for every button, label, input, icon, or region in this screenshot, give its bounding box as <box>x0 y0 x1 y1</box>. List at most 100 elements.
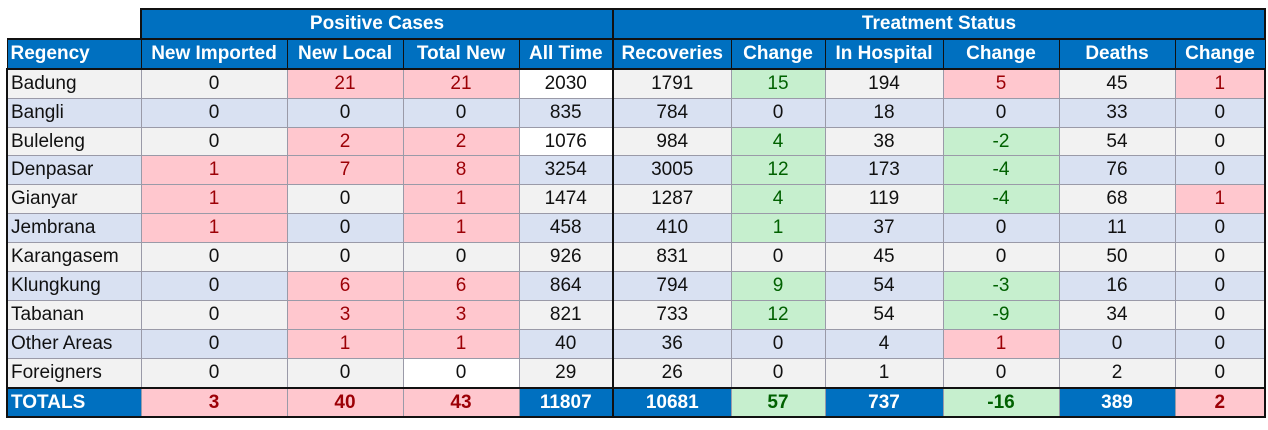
cell-all-time: 11807 <box>518 386 614 419</box>
cell-in-hospital: 54 <box>824 271 944 301</box>
cell-new-local: 0 <box>286 213 404 244</box>
col-header-recoveries: Recoveries <box>612 38 732 70</box>
col-header-new-local: New Local <box>286 38 404 70</box>
cell-recoveries: 794 <box>612 271 732 301</box>
cell-hospital-change: -4 <box>942 155 1060 186</box>
cell-in-hospital: 173 <box>824 155 944 186</box>
cell-new-local: 3 <box>286 299 404 330</box>
regency-name: Karangasem <box>6 242 142 273</box>
cell-deaths-change: 0 <box>1174 97 1266 128</box>
cell-recoveries-change: 4 <box>730 184 826 215</box>
cell-deaths-change: 0 <box>1174 299 1266 330</box>
cell-deaths-change: 0 <box>1174 357 1266 389</box>
cell-recoveries: 410 <box>612 213 732 244</box>
totals-label: TOTALS <box>6 386 142 419</box>
cell-in-hospital: 4 <box>824 328 944 359</box>
column-header-row: Regency New Imported New Local Total New… <box>6 38 1266 70</box>
cell-new-imported: 0 <box>140 242 288 273</box>
cell-total-new: 8 <box>402 155 520 186</box>
cell-total-new: 2 <box>402 126 520 157</box>
cell-deaths: 45 <box>1058 68 1176 99</box>
group-header-positive-cases: Positive Cases <box>140 8 614 40</box>
covid-stats-table: Positive Cases Treatment Status Regency … <box>6 8 1266 419</box>
cell-all-time: 3254 <box>518 155 614 186</box>
regency-name: Foreigners <box>6 357 142 389</box>
cell-recoveries-change: 0 <box>730 328 826 359</box>
cell-all-time: 1474 <box>518 184 614 215</box>
cell-in-hospital: 119 <box>824 184 944 215</box>
cell-new-imported: 0 <box>140 271 288 301</box>
cell-recoveries: 36 <box>612 328 732 359</box>
cell-in-hospital: 45 <box>824 242 944 273</box>
col-header-regency: Regency <box>6 38 142 70</box>
cell-all-time: 1076 <box>518 126 614 157</box>
cell-all-time: 29 <box>518 357 614 389</box>
cell-recoveries-change: 0 <box>730 97 826 128</box>
regency-name: Jembrana <box>6 213 142 244</box>
cell-recoveries-change: 15 <box>730 68 826 99</box>
regency-name: Other Areas <box>6 328 142 359</box>
cell-in-hospital: 54 <box>824 299 944 330</box>
cell-hospital-change: -9 <box>942 299 1060 330</box>
cell-deaths-change: 0 <box>1174 328 1266 359</box>
cell-all-time: 40 <box>518 328 614 359</box>
table-row: Jembrana 1 0 1 458 410 1 37 0 11 0 <box>6 213 1266 244</box>
cell-recoveries: 784 <box>612 97 732 128</box>
cell-deaths: 34 <box>1058 299 1176 330</box>
cell-deaths-change: 1 <box>1174 184 1266 215</box>
col-header-recoveries-change: Change <box>730 38 826 70</box>
cell-recoveries: 3005 <box>612 155 732 186</box>
cell-deaths-change: 0 <box>1174 271 1266 301</box>
cell-all-time: 926 <box>518 242 614 273</box>
cell-deaths-change: 0 <box>1174 213 1266 244</box>
col-header-hospital-change: Change <box>942 38 1060 70</box>
cell-new-imported: 1 <box>140 155 288 186</box>
cell-total-new: 0 <box>402 242 520 273</box>
cell-new-imported: 0 <box>140 126 288 157</box>
cell-deaths-change: 0 <box>1174 155 1266 186</box>
cell-new-local: 1 <box>286 328 404 359</box>
cell-new-local: 0 <box>286 184 404 215</box>
cell-new-local: 0 <box>286 242 404 273</box>
regency-name: Klungkung <box>6 271 142 301</box>
cell-deaths: 11 <box>1058 213 1176 244</box>
col-header-deaths-change: Change <box>1174 38 1266 70</box>
cell-recoveries-change: 4 <box>730 126 826 157</box>
cell-recoveries-change: 12 <box>730 299 826 330</box>
cell-total-new: 1 <box>402 184 520 215</box>
cell-new-imported: 3 <box>140 386 288 419</box>
group-header-row: Positive Cases Treatment Status <box>7 8 1266 40</box>
cell-recoveries: 733 <box>612 299 732 330</box>
table-row: Klungkung 0 6 6 864 794 9 54 -3 16 0 <box>6 271 1266 301</box>
cell-new-imported: 0 <box>140 299 288 330</box>
table-row: Gianyar 1 0 1 1474 1287 4 119 -4 68 1 <box>6 184 1266 215</box>
cell-recoveries-change: 0 <box>730 357 826 389</box>
col-header-in-hospital: In Hospital <box>824 38 944 70</box>
regency-name: Tabanan <box>6 299 142 330</box>
cell-deaths: 389 <box>1058 386 1176 419</box>
cell-recoveries-change: 1 <box>730 213 826 244</box>
cell-deaths: 2 <box>1058 357 1176 389</box>
table-body: Badung 0 21 21 2030 1791 15 194 5 45 1 Bangli 0 0 0 835… <box>6 68 1266 419</box>
cell-deaths: 0 <box>1058 328 1176 359</box>
cell-all-time: 835 <box>518 97 614 128</box>
cell-new-imported: 0 <box>140 97 288 128</box>
cell-new-local: 2 <box>286 126 404 157</box>
cell-hospital-change: 5 <box>942 68 1060 99</box>
cell-in-hospital: 38 <box>824 126 944 157</box>
table-row: Bangli 0 0 0 835 784 0 18 0 33 0 <box>6 97 1266 128</box>
cell-new-local: 21 <box>286 68 404 99</box>
cell-recoveries-change: 9 <box>730 271 826 301</box>
cell-total-new: 6 <box>402 271 520 301</box>
cell-recoveries: 1791 <box>612 68 732 99</box>
totals-row: TOTALS 3 40 43 11807 10681 57 737 -16 389 2 <box>6 386 1266 419</box>
col-header-deaths: Deaths <box>1058 38 1176 70</box>
cell-hospital-change: 0 <box>942 242 1060 273</box>
cell-all-time: 2030 <box>518 68 614 99</box>
table-row: Foreigners 0 0 0 29 26 0 1 0 2 0 <box>6 357 1266 389</box>
cell-deaths: 76 <box>1058 155 1176 186</box>
cell-hospital-change: 0 <box>942 97 1060 128</box>
cell-hospital-change: -3 <box>942 271 1060 301</box>
cell-new-local: 7 <box>286 155 404 186</box>
cell-in-hospital: 194 <box>824 68 944 99</box>
